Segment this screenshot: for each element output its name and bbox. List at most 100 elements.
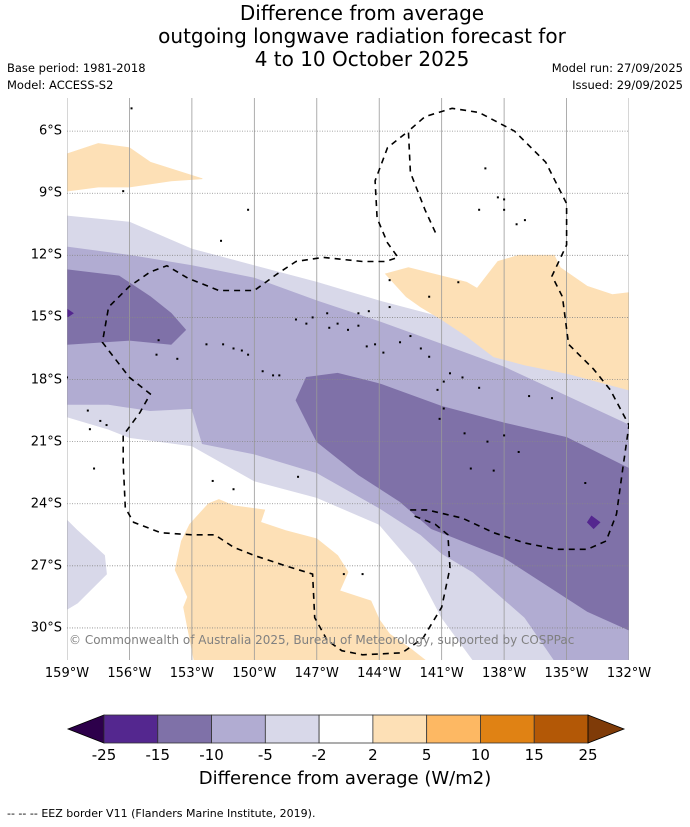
island — [517, 450, 520, 453]
island — [305, 322, 308, 325]
model-name: Model: ACCESS-S2 — [7, 78, 114, 92]
eez-legend-text: EEZ border V11 (Flanders Marine Institut… — [41, 807, 316, 820]
colorbar-tick-label: 15 — [524, 746, 544, 764]
island — [240, 349, 243, 352]
colorbar-extend-min — [66, 714, 105, 744]
longitude-tick-label: 135°W — [544, 666, 589, 681]
title-line-3: 4 to 10 October 2025 — [254, 47, 470, 71]
colorbar-extend-max — [587, 714, 626, 744]
island — [176, 357, 179, 360]
island — [328, 326, 331, 329]
anomaly-regions — [67, 98, 629, 660]
island — [492, 469, 495, 472]
colorbar — [66, 714, 626, 744]
island — [211, 479, 214, 482]
gridlines — [67, 98, 629, 660]
colorbar-segment — [533, 714, 589, 744]
latitude-tick-label: 27°S — [30, 558, 62, 574]
island — [99, 419, 102, 422]
island — [232, 347, 235, 350]
island — [342, 573, 345, 576]
island — [222, 343, 225, 346]
island — [122, 190, 125, 193]
island — [247, 208, 250, 211]
colorbar-segment — [264, 714, 320, 744]
latitude-tick-label: 24°S — [30, 496, 62, 512]
island — [311, 316, 314, 319]
title-line-2: outgoing longwave radiation forecast for — [158, 24, 566, 48]
latitude-tick-label: 18°S — [30, 372, 62, 388]
colorbar-segment — [372, 714, 428, 744]
longitude-tick-label: 132°W — [606, 666, 652, 681]
island — [374, 343, 377, 346]
longitude-tick-label: 156°W — [107, 666, 152, 681]
meta-right: Model run: 27/09/2025 Issued: 29/09/2025 — [552, 60, 683, 94]
colorbar-segment — [211, 714, 266, 744]
latitude-tick-label: 9°S — [38, 185, 62, 201]
island — [428, 295, 431, 298]
island — [442, 380, 445, 383]
island — [272, 374, 275, 377]
island — [367, 310, 370, 313]
anomaly-region — [67, 519, 107, 610]
base-period: Base period: 1981-2018 — [7, 61, 146, 75]
latitude-tick-label: 12°S — [30, 247, 62, 263]
island — [448, 372, 451, 375]
island — [357, 312, 360, 315]
island — [478, 386, 481, 389]
island — [326, 312, 329, 315]
eez-border — [101, 107, 629, 656]
longitude-tick-label: 141°W — [419, 666, 464, 681]
island — [438, 417, 441, 420]
island — [67, 376, 68, 379]
island — [336, 322, 339, 325]
island — [157, 339, 160, 342]
island — [278, 374, 281, 377]
island — [496, 196, 499, 199]
issued-date: Issued: 29/09/2025 — [572, 78, 683, 92]
colorbar-segment — [426, 714, 481, 744]
longitude-tick-label: 159°W — [44, 666, 90, 681]
island — [247, 353, 250, 356]
island — [205, 343, 208, 346]
longitude-tick-label: 150°W — [232, 666, 277, 681]
island — [357, 324, 360, 327]
island — [436, 388, 439, 391]
island — [428, 355, 431, 358]
anomaly-region — [67, 308, 74, 318]
island — [503, 208, 506, 211]
colorbar-tick-label: -10 — [199, 746, 224, 764]
colorbar-tick-label: -5 — [257, 746, 273, 764]
anomaly-region — [384, 254, 629, 391]
island — [478, 208, 481, 211]
chart-title: Difference from average outgoing longwav… — [0, 2, 690, 71]
eez-border-line — [407, 107, 629, 551]
island — [469, 467, 472, 470]
colorbar-tick-label: 5 — [421, 746, 432, 764]
anomaly-region — [174, 499, 426, 660]
island — [105, 424, 108, 427]
colorbar-segment — [318, 714, 374, 744]
island — [503, 198, 506, 201]
island — [528, 395, 531, 398]
island — [463, 432, 466, 435]
map-plot — [67, 98, 629, 660]
island — [399, 341, 402, 344]
island — [155, 353, 158, 356]
island — [523, 219, 526, 222]
island — [388, 306, 391, 309]
island — [388, 279, 391, 282]
colorbar-segment — [480, 714, 535, 744]
longitude-tick-label: 138°W — [482, 666, 527, 681]
island — [503, 434, 506, 437]
island — [409, 335, 412, 338]
island — [382, 351, 385, 354]
island — [484, 167, 487, 170]
meta-left: Base period: 1981-2018 Model: ACCESS-S2 — [7, 60, 146, 94]
island — [130, 107, 133, 110]
island — [220, 239, 223, 242]
model-run: Model run: 27/09/2025 — [551, 61, 683, 75]
island — [361, 573, 364, 576]
island — [419, 347, 422, 350]
island — [461, 376, 464, 379]
